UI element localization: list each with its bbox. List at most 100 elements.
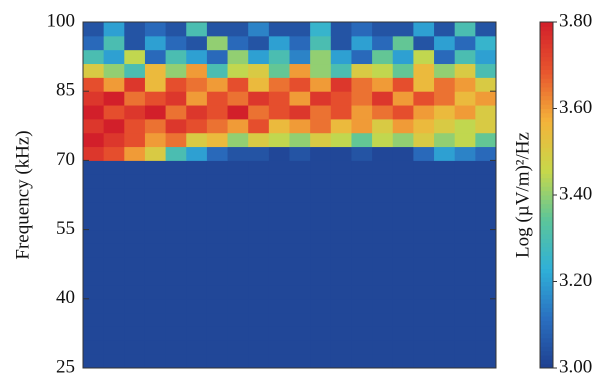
heatmap-cell [330, 201, 352, 217]
heatmap-cell [330, 257, 352, 272]
heatmap-cell [372, 146, 394, 161]
heatmap-cell [124, 146, 146, 161]
heatmap-cell [227, 340, 249, 355]
heatmap-cell [268, 354, 290, 369]
heatmap-cell [186, 77, 208, 92]
heatmap-cell [289, 132, 311, 148]
heatmap-cell [268, 174, 290, 189]
heatmap-cell [83, 35, 105, 51]
heatmap-cell [124, 35, 146, 51]
colorbar-segment [540, 311, 553, 317]
colorbar-segment [540, 47, 553, 53]
y-tick-label: 70 [56, 149, 75, 170]
heatmap-cell [351, 174, 373, 189]
heatmap-cell [392, 174, 414, 189]
heatmap-cell [434, 91, 456, 106]
heatmap-cell [351, 354, 373, 369]
heatmap-cell [206, 188, 229, 203]
heatmap-cell [124, 118, 146, 134]
heatmap-cell [372, 22, 394, 37]
heatmap-cell [310, 326, 332, 341]
heatmap-cell [186, 312, 208, 327]
colorbar-segment [540, 298, 553, 304]
colorbar-segment [540, 86, 553, 92]
heatmap-cell [165, 146, 187, 161]
heatmap-cell [289, 22, 311, 37]
heatmap-cell [475, 298, 497, 314]
heatmap-cell [83, 257, 105, 272]
heatmap-cell [475, 35, 497, 51]
heatmap-cell [392, 326, 414, 341]
heatmap-cell [124, 326, 146, 341]
heatmap-cell [413, 63, 435, 78]
colorbar-segment [540, 134, 553, 140]
heatmap-cell [206, 49, 229, 65]
heatmap-cell [310, 215, 332, 231]
heatmap-cell [330, 271, 352, 286]
colorbar-segment [540, 203, 553, 209]
heatmap-cell [289, 188, 311, 203]
heatmap-cell [268, 257, 290, 272]
heatmap-cell [475, 215, 497, 231]
colorbar-segment [540, 238, 553, 244]
heatmap-cell [103, 174, 125, 189]
colorbar-segment [540, 303, 553, 308]
heatmap-cell [289, 326, 311, 341]
heatmap-cell [186, 284, 208, 300]
heatmap-cell [248, 340, 270, 355]
colorbar-segment [540, 316, 553, 321]
heatmap-cell [330, 326, 352, 341]
heatmap-cell [144, 284, 167, 300]
heatmap-cell [103, 49, 125, 65]
heatmap-cell [124, 354, 146, 369]
heatmap-cell [413, 146, 435, 161]
heatmap-cell [124, 340, 146, 355]
heatmap-cell [330, 49, 352, 65]
heatmap-cell [454, 105, 476, 120]
heatmap-cell [103, 146, 125, 161]
heatmap-cell [372, 35, 394, 51]
heatmap-cell [186, 354, 208, 369]
heatmap-cell [351, 326, 373, 341]
heatmap-cell [434, 118, 456, 134]
heatmap-cell [454, 354, 476, 369]
heatmap-cell [434, 63, 456, 78]
colorbar-segment [540, 268, 553, 274]
heatmap-cell [144, 160, 167, 175]
heatmap-cell [268, 118, 290, 134]
heatmap-cell [268, 63, 290, 78]
heatmap-cell [124, 243, 146, 258]
heatmap-cell [392, 354, 414, 369]
colorbar-segment [540, 182, 553, 187]
heatmap-cell [392, 77, 414, 92]
heatmap-cell [413, 118, 435, 134]
heatmap-cell [248, 49, 270, 65]
heatmap-cell [413, 229, 435, 244]
heatmap-cell [186, 174, 208, 189]
heatmap-cell [310, 49, 332, 65]
heatmap-cell [227, 229, 249, 244]
heatmap-cell [330, 174, 352, 189]
heatmap-cell [454, 174, 476, 189]
heatmap-cell [268, 271, 290, 286]
heatmap-cell [289, 257, 311, 272]
heatmap-cell [83, 215, 105, 231]
heatmap-cell [289, 35, 311, 51]
heatmap-cell [289, 105, 311, 120]
heatmap-cell [268, 201, 290, 217]
colorbar-segment [540, 160, 553, 166]
heatmap-cell [372, 257, 394, 272]
heatmap-cell [289, 160, 311, 175]
heatmap-cell [454, 326, 476, 341]
heatmap-cell [103, 257, 125, 272]
heatmap-cell [330, 284, 352, 300]
colorbar-segment [540, 177, 553, 183]
heatmap-cell [454, 77, 476, 92]
heatmap-cell [165, 201, 187, 217]
heatmap-cell [206, 132, 229, 148]
heatmap-cell [144, 118, 167, 134]
heatmap-cell [475, 91, 497, 106]
heatmap-cell [372, 118, 394, 134]
heatmap-cell [310, 132, 332, 148]
heatmap-cell [144, 326, 167, 341]
